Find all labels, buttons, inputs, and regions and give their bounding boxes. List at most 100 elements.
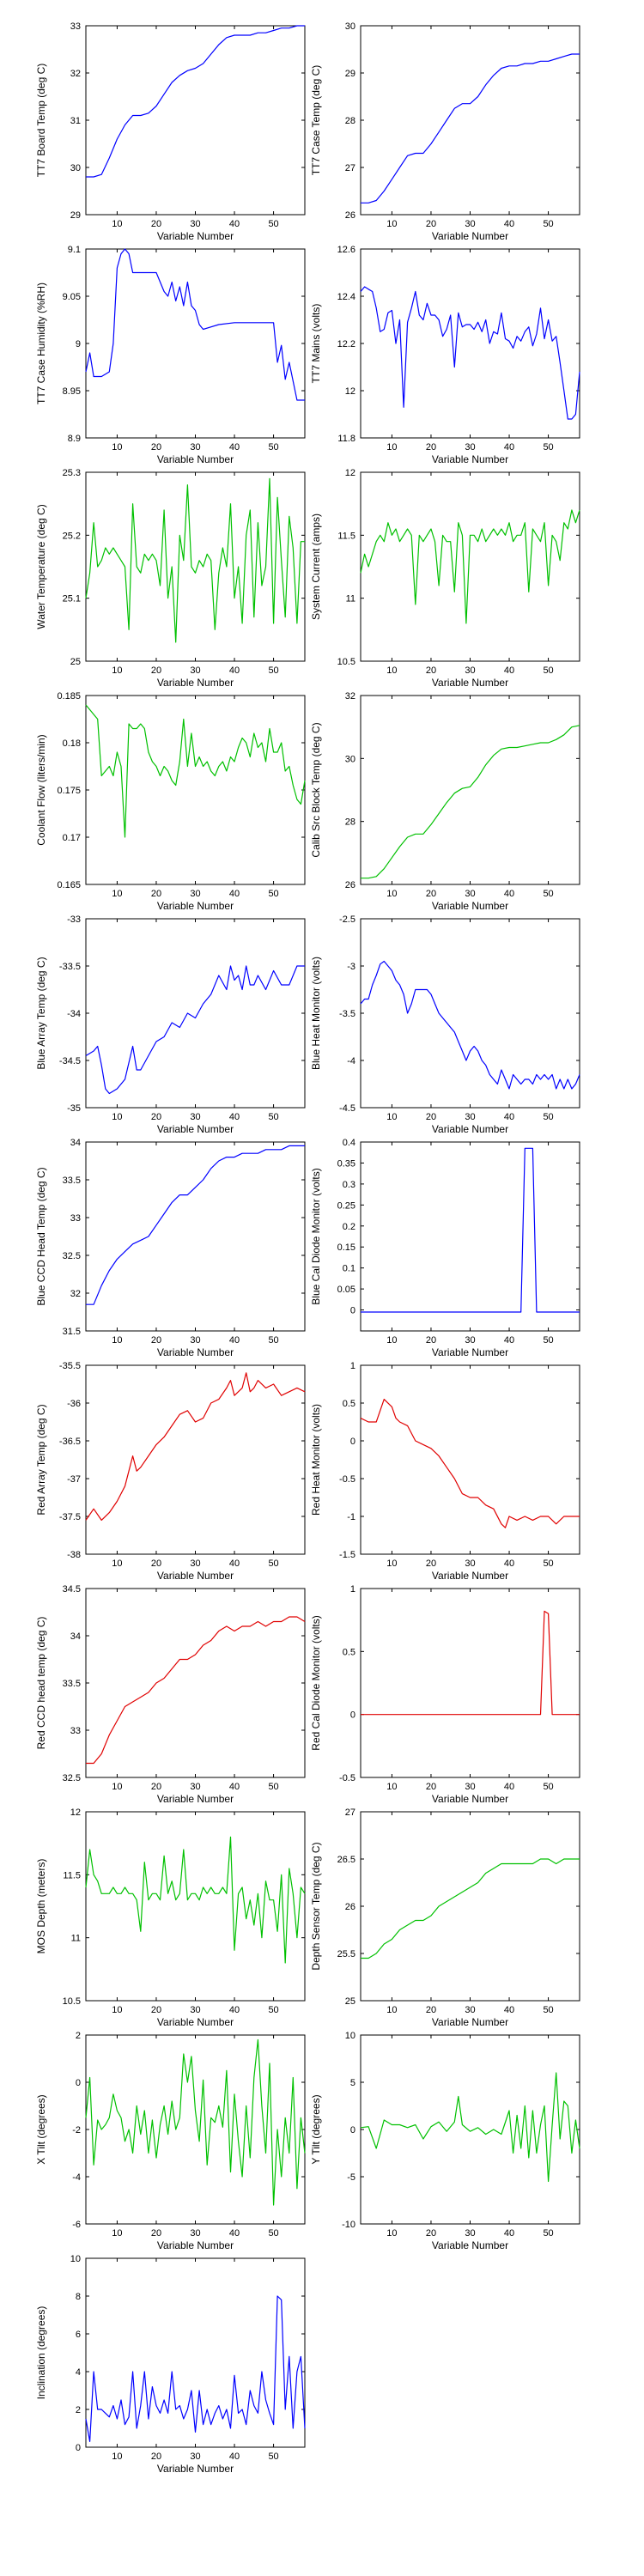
y-tick-label: 5 (350, 2078, 355, 2088)
y-tick-label: -34.5 (59, 1056, 81, 1066)
y-tick-label: -34 (67, 1009, 81, 1019)
y-tick-label: -36 (67, 1399, 81, 1409)
y-tick-label: 25 (345, 1996, 355, 2007)
x-tick-label: 40 (504, 1558, 514, 1569)
x-tick-label: 40 (504, 1112, 514, 1122)
x-tick-label: 40 (229, 2228, 240, 2239)
y-axis-label: TT7 Case Temp (deg C) (310, 65, 322, 176)
y-tick-label: 34 (70, 1138, 81, 1148)
axes-box (360, 2034, 580, 2225)
y-axis-label: Calib Src Block Temp (deg C) (310, 722, 322, 857)
chart-panel: 10 20 30 40 50 -0.5 0 0.5 1 Variable Number Red Ca… (310, 1584, 580, 1805)
y-axis-label: Red CCD head temp (deg C) (35, 1617, 47, 1750)
y-axis-label: X Tilt (degrees) (35, 2094, 47, 2164)
y-axis-label: Inclination (degrees) (35, 2306, 47, 2400)
x-tick-label: 30 (190, 1112, 200, 1122)
y-axis-label: Red Cal Diode Monitor (volts) (310, 1615, 322, 1750)
y-tick-label: 25.3 (63, 468, 81, 478)
axes-box (85, 1811, 306, 2002)
x-tick-label: 50 (543, 665, 553, 676)
y-tick-label: 32.5 (63, 1251, 81, 1261)
x-tick-label: 40 (229, 889, 240, 899)
y-tick-label: 0 (350, 1437, 355, 1447)
y-tick-label: 8.95 (63, 386, 81, 397)
x-axis-label: Variable Number (432, 1123, 508, 1135)
y-tick-label: 25 (70, 657, 81, 667)
x-tick-label: 20 (426, 1558, 436, 1569)
x-tick-label: 30 (190, 1782, 200, 1792)
series-line (85, 2038, 306, 2206)
x-tick-label: 20 (151, 442, 161, 453)
x-tick-label: 40 (504, 2228, 514, 2239)
x-tick-label: 10 (386, 2228, 397, 2239)
x-tick-label: 40 (229, 665, 240, 676)
x-tick-label: 20 (426, 2005, 436, 2015)
x-tick-label: 10 (112, 219, 122, 229)
x-tick-label: 20 (426, 442, 436, 453)
x-tick-label: 30 (190, 2005, 200, 2015)
x-tick-label: 30 (465, 1558, 475, 1569)
x-tick-label: 40 (229, 1558, 240, 1569)
x-tick-label: 10 (386, 442, 397, 453)
x-tick-label: 50 (543, 1112, 553, 1122)
x-tick-label: 40 (504, 1782, 514, 1792)
y-tick-label: 11.5 (337, 531, 355, 541)
x-tick-label: 10 (112, 665, 122, 676)
x-tick-label: 40 (229, 1782, 240, 1792)
y-axis-label: Blue Heat Monitor (volts) (310, 957, 322, 1070)
x-tick-label: 50 (268, 2005, 278, 2015)
y-tick-label: 33 (70, 1213, 81, 1224)
x-axis-label: Variable Number (157, 2463, 234, 2475)
y-tick-label: 0.175 (57, 786, 81, 796)
y-tick-label: 32 (70, 69, 81, 79)
y-tick-label: 12 (345, 386, 355, 397)
x-tick-label: 30 (190, 219, 200, 229)
y-tick-label: 0.3 (343, 1180, 355, 1190)
chart-panel: 10 20 30 40 50 11.8 12 12.2 12.4 12.6 Variable Num… (310, 245, 580, 465)
x-tick-label: 50 (268, 442, 278, 453)
x-tick-label: 40 (504, 665, 514, 676)
x-tick-label: 10 (386, 219, 397, 229)
y-tick-label: 11 (71, 1934, 81, 1944)
y-tick-label: 27 (345, 1807, 355, 1818)
series-line (85, 704, 306, 838)
y-tick-label: 0.185 (57, 691, 81, 702)
x-tick-label: 40 (229, 219, 240, 229)
series-line (361, 725, 580, 879)
y-tick-label: 29 (345, 69, 355, 79)
x-tick-label: 50 (543, 1782, 553, 1792)
y-tick-label: -0.5 (339, 1773, 355, 1783)
y-tick-label: 10 (70, 2254, 81, 2264)
y-tick-label: 0.165 (57, 880, 81, 890)
y-tick-label: -4.5 (339, 1103, 355, 1114)
y-tick-label: 1 (350, 1361, 355, 1371)
y-tick-label: 0.5 (343, 1399, 355, 1409)
y-tick-label: -33 (67, 914, 81, 925)
series-line (85, 2295, 306, 2442)
x-tick-label: 30 (465, 1112, 475, 1122)
x-axis-label: Variable Number (432, 677, 508, 689)
y-axis-label: Red Array Temp (deg C) (35, 1404, 47, 1515)
x-tick-label: 10 (386, 1782, 397, 1792)
y-tick-label: -5 (347, 2172, 355, 2183)
x-tick-label: 20 (151, 665, 161, 676)
x-tick-label: 30 (190, 889, 200, 899)
x-tick-label: 30 (465, 889, 475, 899)
axes-box (360, 248, 580, 439)
y-tick-label: 33 (70, 21, 81, 32)
x-axis-label: Variable Number (432, 900, 508, 912)
x-axis-label: Variable Number (432, 2239, 508, 2251)
x-tick-label: 30 (465, 442, 475, 453)
y-axis-label: Water Temperature (deg C) (35, 504, 47, 629)
y-axis-label: TT7 Case Humidity (%RH) (35, 283, 47, 404)
x-tick-label: 30 (465, 1335, 475, 1346)
series-line (86, 1616, 306, 1765)
x-axis-label: Variable Number (432, 1346, 508, 1358)
y-tick-label: 8.9 (68, 434, 81, 444)
y-tick-label: 31 (70, 116, 81, 126)
x-tick-label: 40 (504, 442, 514, 453)
x-tick-label: 40 (229, 2451, 240, 2462)
y-tick-label: 25.1 (63, 594, 81, 605)
